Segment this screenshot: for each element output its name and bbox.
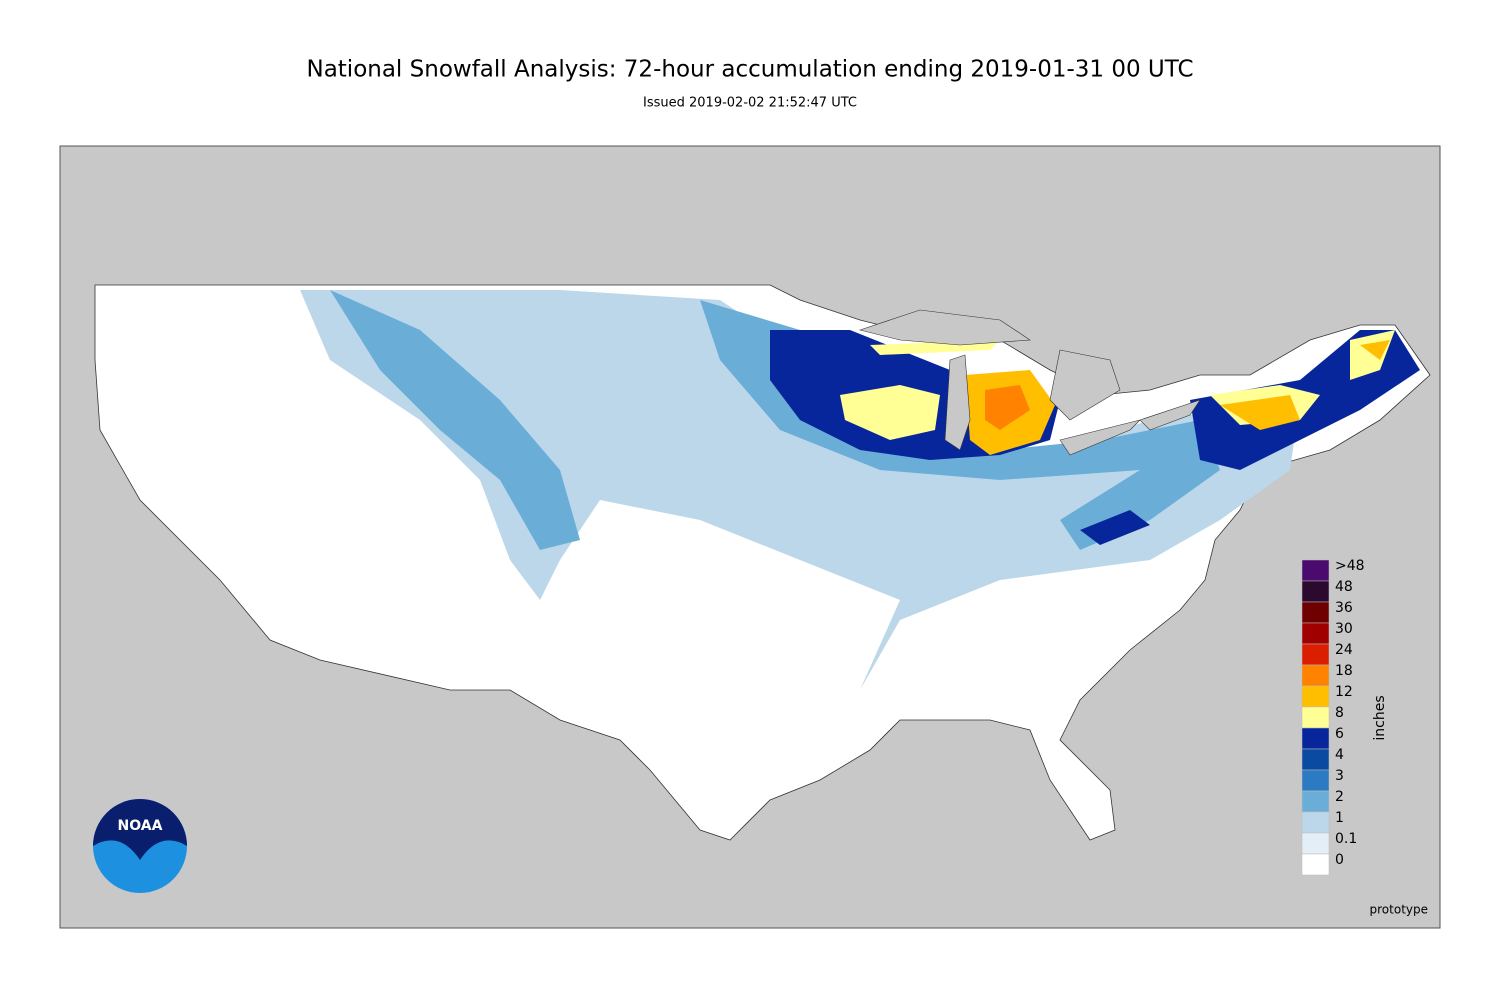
legend-label: 3 xyxy=(1335,768,1344,784)
logo: NOAA xyxy=(93,799,187,893)
map xyxy=(59,145,1441,929)
legend-swatch xyxy=(1301,664,1330,687)
legend-label: 12 xyxy=(1335,684,1353,700)
legend-label: 6 xyxy=(1335,726,1344,742)
legend-label: 30 xyxy=(1335,621,1353,637)
legend-label: 8 xyxy=(1335,705,1344,721)
legend-swatch xyxy=(1301,748,1330,771)
legend-label: 36 xyxy=(1335,600,1353,616)
legend-swatch xyxy=(1301,853,1330,876)
legend-swatch xyxy=(1301,811,1330,834)
subtitle: Issued 2019-02-02 21:52:47 UTC xyxy=(643,96,857,111)
legend-label: 1 xyxy=(1335,810,1344,826)
legend-swatch xyxy=(1301,727,1330,750)
legend-swatch xyxy=(1301,706,1330,729)
legend-swatch xyxy=(1301,685,1330,708)
legend-unit: inches xyxy=(1372,695,1388,740)
legend-swatch xyxy=(1301,790,1330,813)
legend-label: 18 xyxy=(1335,663,1353,679)
legend-label: 0.1 xyxy=(1335,831,1357,847)
logo-text: NOAA xyxy=(118,818,163,834)
great-lakes xyxy=(858,309,1201,456)
legend-swatch xyxy=(1301,559,1330,582)
legend-label: 2 xyxy=(1335,789,1344,805)
legend-label: 4 xyxy=(1335,747,1344,763)
legend-label: >48 xyxy=(1335,558,1365,574)
legend-swatch xyxy=(1301,580,1330,603)
legend-label: 0 xyxy=(1335,852,1344,868)
snowfall xyxy=(300,290,1420,690)
legend-label: 24 xyxy=(1335,642,1353,658)
legend-swatch xyxy=(1301,769,1330,792)
legend-label: 48 xyxy=(1335,579,1353,595)
footer: prototype xyxy=(1370,903,1428,917)
logo-top xyxy=(93,799,187,860)
legend-swatch xyxy=(1301,601,1330,624)
legend: inches >48 48 36 30 24 18 12 8 6 4 3 2 1 0.1 0 xyxy=(1301,558,1388,876)
legend-swatch xyxy=(1301,643,1330,666)
legend-swatch xyxy=(1301,832,1330,855)
legend-swatch xyxy=(1301,622,1330,645)
title: National Snowfall Analysis: 72-hour accu… xyxy=(306,57,1193,83)
